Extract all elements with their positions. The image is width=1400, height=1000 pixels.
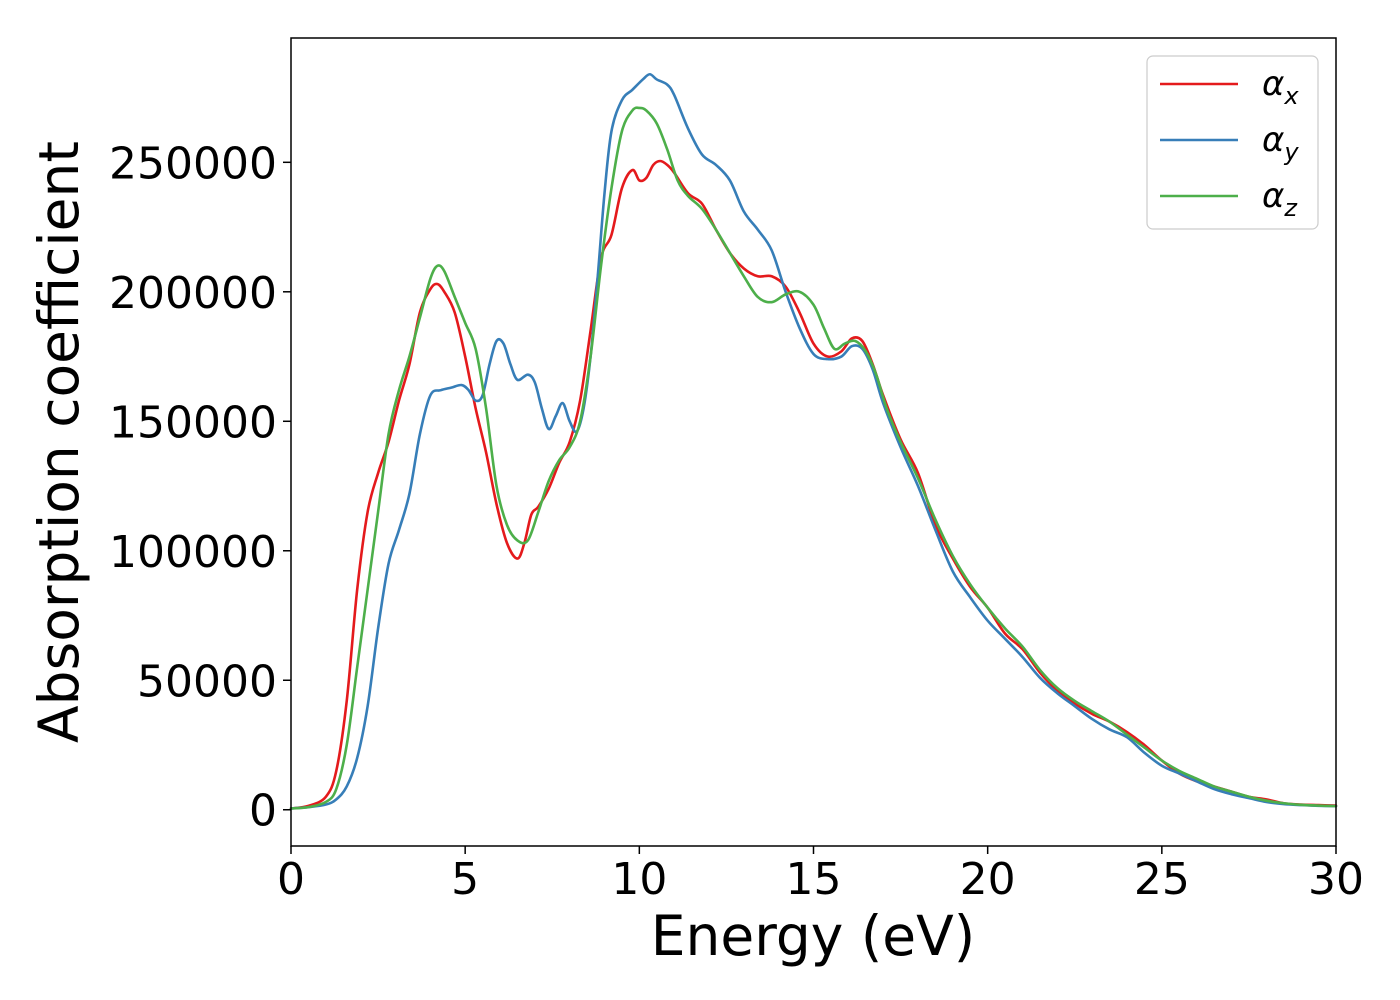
y-tick-label: 0 xyxy=(249,786,277,837)
legend-label-y: αy xyxy=(1262,120,1299,166)
x-tick-label: 20 xyxy=(960,854,1016,905)
y-tick-label: 100000 xyxy=(109,527,277,578)
legend-label-z: αz xyxy=(1262,176,1298,222)
y-axis-label: Absorption coefficient xyxy=(27,141,91,743)
y-tick-label: 150000 xyxy=(109,397,277,448)
series-line-y xyxy=(289,72,1338,810)
x-tick-label: 30 xyxy=(1308,854,1364,905)
x-tick-label: 15 xyxy=(786,854,842,905)
series-layer xyxy=(289,72,1338,810)
y-axis-ticks: 0 50000 100000 150000 200000 250000 xyxy=(109,138,291,837)
legend-box xyxy=(1146,55,1319,230)
series-line-x xyxy=(289,159,1338,810)
x-tick-label: 25 xyxy=(1134,854,1190,905)
x-axis-ticks: 0 5 10 15 20 25 30 xyxy=(277,846,1364,905)
legend-label-x: αx xyxy=(1262,64,1299,110)
x-tick-label: 5 xyxy=(451,854,479,905)
series-line-z xyxy=(289,106,1338,810)
legend: αx αy αz xyxy=(1146,55,1319,230)
x-tick-label: 0 xyxy=(277,854,305,905)
x-axis-label: Energy (eV) xyxy=(651,904,975,968)
x-tick-label: 10 xyxy=(611,854,667,905)
y-tick-label: 50000 xyxy=(137,656,277,707)
legend-entries: αx αy αz xyxy=(1160,64,1299,222)
y-tick-label: 200000 xyxy=(109,268,277,319)
y-tick-label: 250000 xyxy=(109,138,277,189)
